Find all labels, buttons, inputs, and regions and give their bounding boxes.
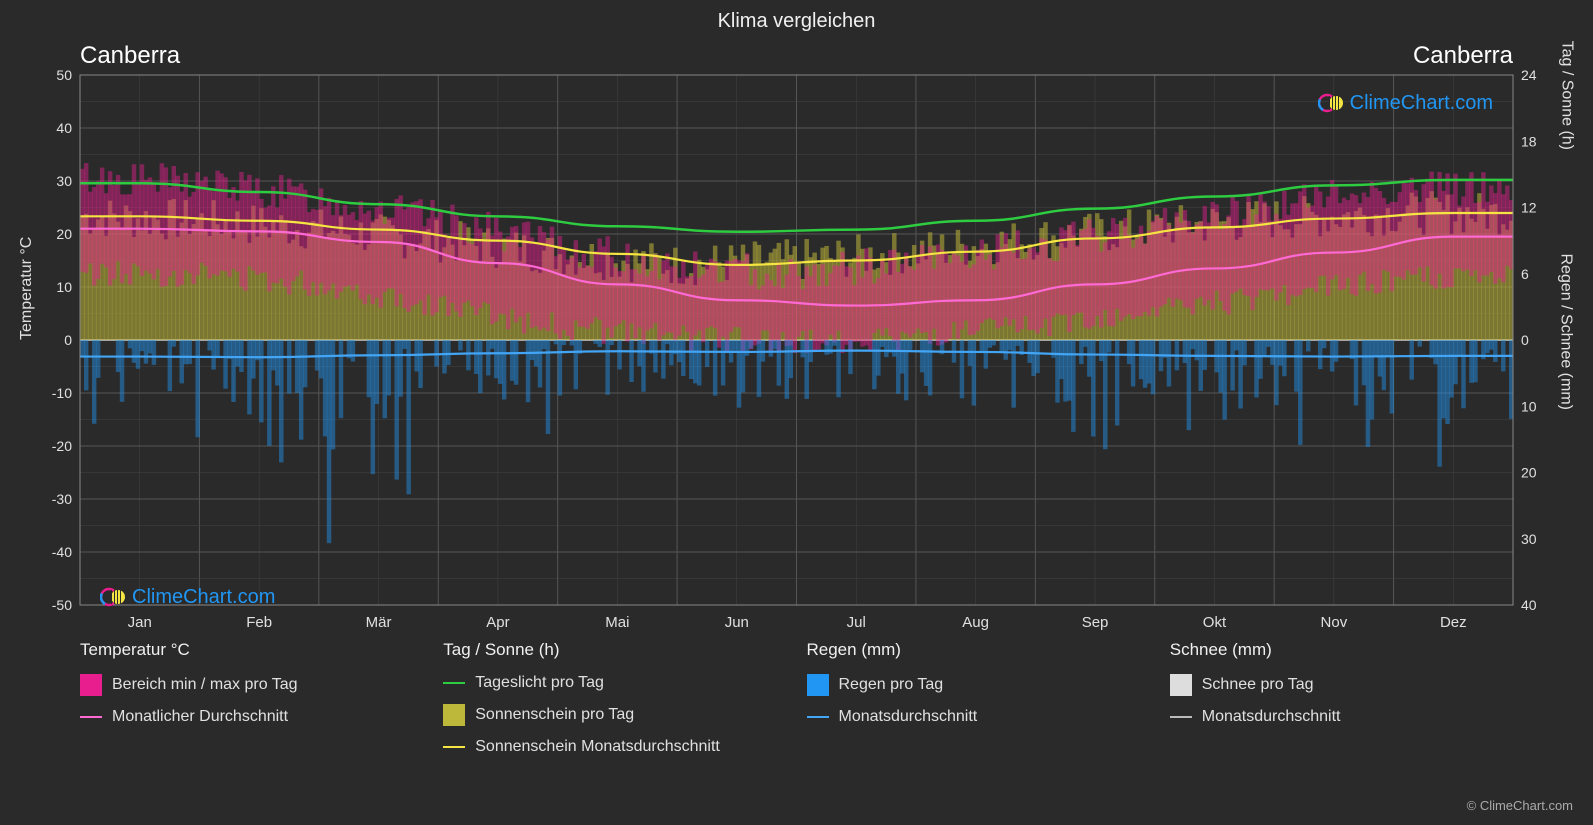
temp-tick: 50 — [56, 67, 72, 83]
temp-tick: -10 — [52, 385, 72, 401]
plot-area: -50-40-30-20-100102030405006121824102030… — [80, 75, 1513, 605]
temp-tick: 30 — [56, 173, 72, 189]
legend-label: Tageslicht pro Tag — [475, 674, 604, 692]
y-axis-left-label: Temperatur °C — [18, 237, 36, 340]
legend-label: Monatsdurchschnitt — [839, 708, 978, 726]
month-label: Mai — [605, 614, 629, 631]
month-label: Mär — [366, 614, 392, 631]
month-label: Okt — [1203, 614, 1227, 631]
legend-label: Sonnenschein pro Tag — [475, 706, 634, 724]
chart-title: Klima vergleichen — [0, 0, 1593, 33]
month-label: Feb — [246, 614, 272, 631]
logo-icon — [1318, 90, 1344, 116]
legend-item: Monatsdurchschnitt — [1170, 708, 1513, 726]
watermark-bottom-left: ClimeChart.com — [100, 584, 275, 610]
month-label: Apr — [486, 614, 509, 631]
legend-col-rain: Regen (mm) Regen pro Tag Monatsdurchschn… — [807, 640, 1150, 768]
month-label: Dez — [1440, 614, 1467, 631]
temp-tick: -30 — [52, 491, 72, 507]
month-label: Aug — [962, 614, 989, 631]
watermark-text: ClimeChart.com — [1350, 92, 1493, 115]
temp-tick: 0 — [64, 332, 72, 348]
sun-tick: 12 — [1521, 200, 1537, 216]
rain-tick: 30 — [1521, 531, 1537, 547]
legend-header: Temperatur °C — [80, 640, 423, 660]
sun-tick: 6 — [1521, 266, 1529, 282]
swatch-rain-mean — [807, 716, 829, 718]
swatch-snow-mean — [1170, 716, 1192, 718]
logo-icon — [100, 584, 126, 610]
legend-label: Schnee pro Tag — [1202, 676, 1314, 694]
legend-item: Sonnenschein pro Tag — [443, 704, 786, 726]
legend-item: Sonnenschein Monatsdurchschnitt — [443, 738, 786, 756]
temp-tick: 20 — [56, 226, 72, 242]
legend-col-sun: Tag / Sonne (h) Tageslicht pro Tag Sonne… — [443, 640, 786, 768]
temp-tick: -50 — [52, 597, 72, 613]
swatch-temp-range — [80, 674, 102, 696]
copyright: © ClimeChart.com — [1467, 798, 1573, 813]
swatch-rain-day — [807, 674, 829, 696]
city-label-left: Canberra — [80, 42, 180, 70]
month-label: Nov — [1321, 614, 1348, 631]
legend-label: Monatsdurchschnitt — [1202, 708, 1341, 726]
legend-label: Sonnenschein Monatsdurchschnitt — [475, 738, 720, 756]
swatch-sunshine-day — [443, 704, 465, 726]
y-axis-right-bottom-label: Regen / Schnee (mm) — [1557, 253, 1575, 410]
legend-header: Tag / Sonne (h) — [443, 640, 786, 660]
legend: Temperatur °C Bereich min / max pro Tag … — [80, 640, 1513, 768]
temp-tick: -40 — [52, 544, 72, 560]
legend-item: Schnee pro Tag — [1170, 674, 1513, 696]
watermark-top-right: ClimeChart.com — [1318, 90, 1493, 116]
legend-label: Monatlicher Durchschnitt — [112, 708, 288, 726]
sun-tick: 24 — [1521, 67, 1537, 83]
rain-tick: 20 — [1521, 465, 1537, 481]
legend-label: Regen pro Tag — [839, 676, 944, 694]
rain-tick: 40 — [1521, 597, 1537, 613]
temp-tick: 10 — [56, 279, 72, 295]
sun-tick: 0 — [1521, 332, 1529, 348]
swatch-daylight — [443, 682, 465, 684]
rain-tick: 10 — [1521, 398, 1537, 414]
climate-chart: Klima vergleichen Canberra Canberra Temp… — [0, 0, 1593, 825]
month-label: Jan — [128, 614, 152, 631]
sun-tick: 18 — [1521, 133, 1537, 149]
y-axis-right-top-label: Tag / Sonne (h) — [1557, 41, 1575, 150]
legend-item: Regen pro Tag — [807, 674, 1150, 696]
legend-col-snow: Schnee (mm) Schnee pro Tag Monatsdurchsc… — [1170, 640, 1513, 768]
temp-tick: -20 — [52, 438, 72, 454]
legend-item: Tageslicht pro Tag — [443, 674, 786, 692]
plot-svg: -50-40-30-20-100102030405006121824102030… — [80, 75, 1513, 605]
swatch-sunshine-mean — [443, 746, 465, 748]
legend-header: Schnee (mm) — [1170, 640, 1513, 660]
temp-tick: 40 — [56, 120, 72, 136]
swatch-snow-day — [1170, 674, 1192, 696]
legend-item: Monatsdurchschnitt — [807, 708, 1150, 726]
city-label-right: Canberra — [1413, 42, 1513, 70]
legend-label: Bereich min / max pro Tag — [112, 676, 298, 694]
legend-header: Regen (mm) — [807, 640, 1150, 660]
swatch-temp-mean — [80, 716, 102, 718]
legend-col-temperature: Temperatur °C Bereich min / max pro Tag … — [80, 640, 423, 768]
watermark-text: ClimeChart.com — [132, 586, 275, 609]
legend-item: Monatlicher Durchschnitt — [80, 708, 423, 726]
legend-item: Bereich min / max pro Tag — [80, 674, 423, 696]
month-label: Jul — [847, 614, 866, 631]
month-label: Sep — [1082, 614, 1109, 631]
month-label: Jun — [725, 614, 749, 631]
